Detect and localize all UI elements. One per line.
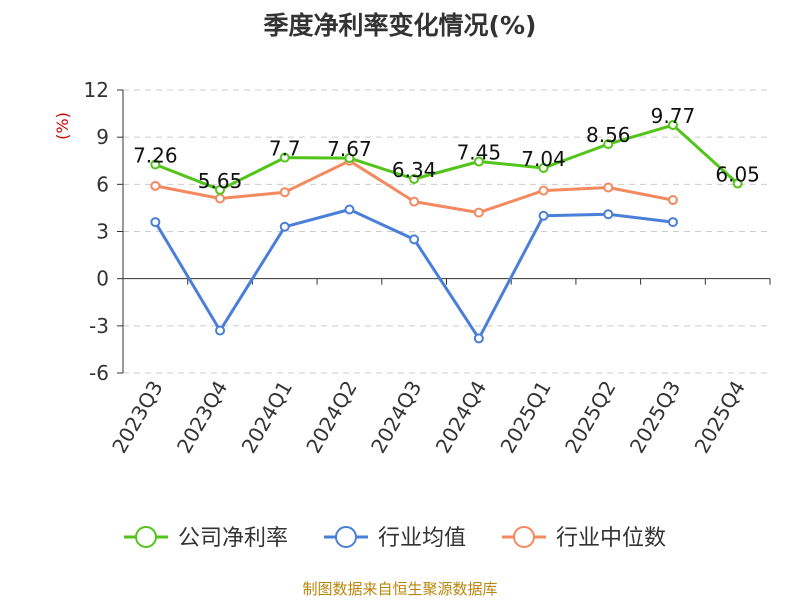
data-point: [538, 162, 549, 173]
data-labels: 7.26 5.65 7.7 7.67 6.34 7.45 7.04 8.56 9.77 6.05: [133, 104, 760, 193]
y-tick-label: 0: [96, 267, 109, 291]
y-tick-label: 12: [84, 78, 109, 102]
series-line: [154, 208, 674, 340]
data-label: 7.7: [269, 137, 301, 161]
y-tick-label: -3: [89, 314, 109, 338]
axes: -6 -3 0 3 6 9 12 2023Q3 2023Q4 2024Q1 2024Q2 2024Q3…: [84, 78, 771, 458]
x-tick-label: 2024Q4: [431, 376, 491, 457]
data-point: [215, 193, 226, 204]
data-point: [538, 185, 549, 196]
data-point: [409, 234, 420, 245]
x-tick-label: 2024Q2: [301, 377, 361, 458]
data-point: [473, 156, 484, 167]
data-point: [473, 207, 484, 218]
data-point: [603, 182, 614, 193]
legend-label: 公司净利率: [178, 526, 288, 551]
data-label: 7.45: [457, 141, 502, 165]
data-label: 6.05: [715, 163, 760, 187]
x-tick-label: 2025Q2: [560, 377, 620, 458]
source-note: 制图数据来自恒生聚源数据库: [302, 580, 497, 598]
data-label: 7.04: [521, 147, 566, 171]
data-point: [409, 173, 420, 184]
data-point: [215, 325, 226, 336]
data-point: [667, 195, 678, 206]
data-point: [150, 159, 161, 170]
series-line: [154, 123, 739, 192]
legend-marker: [335, 526, 357, 548]
x-tick-label: 2025Q1: [495, 377, 555, 458]
data-label: 5.65: [198, 169, 243, 193]
data-label: 7.67: [327, 137, 372, 161]
y-tick-label: 6: [96, 172, 109, 196]
data-point: [667, 120, 678, 131]
data-point: [344, 153, 355, 164]
x-tick-label: 2024Q3: [366, 377, 426, 458]
data-point: [667, 217, 678, 228]
legend-label: 行业均值: [378, 526, 466, 551]
data-label: 7.26: [133, 144, 178, 168]
y-tick-label: 3: [96, 220, 109, 244]
x-tick-label: 2023Q4: [172, 377, 232, 458]
data-point: [150, 180, 161, 191]
legend: 公司净利率 行业均值 行业中位数: [124, 526, 666, 551]
data-point: [215, 184, 226, 195]
x-tick-label: 2024Q1: [237, 377, 297, 458]
data-point: [279, 221, 290, 232]
data-point: [603, 139, 614, 150]
data-point: [732, 178, 743, 189]
x-tick-label: 2025Q4: [690, 377, 750, 458]
data-label: 6.34: [392, 158, 437, 182]
data-point: [279, 187, 290, 198]
y-tick-label: 9: [96, 125, 109, 149]
data-point: [603, 209, 614, 220]
x-tick-label: 2025Q3: [625, 377, 685, 458]
data-point: [150, 217, 161, 228]
legend-marker: [513, 526, 535, 548]
data-label: 8.56: [586, 123, 631, 147]
legend-marker: [135, 526, 157, 548]
data-point: [473, 333, 484, 344]
y-tick-label: -6: [89, 361, 109, 385]
x-tick-label: 2023Q3: [107, 377, 167, 458]
y-axis-unit: (%): [53, 112, 72, 140]
data-point: [279, 152, 290, 163]
data-point: [538, 210, 549, 221]
chart-title: 季度净利率变化情况(%): [264, 11, 537, 40]
series-points: [150, 120, 743, 344]
data-point: [344, 204, 355, 215]
grid-lines: [123, 89, 770, 374]
data-point: [409, 196, 420, 207]
data-label: 9.77: [651, 104, 696, 128]
legend-label: 行业中位数: [556, 526, 666, 551]
